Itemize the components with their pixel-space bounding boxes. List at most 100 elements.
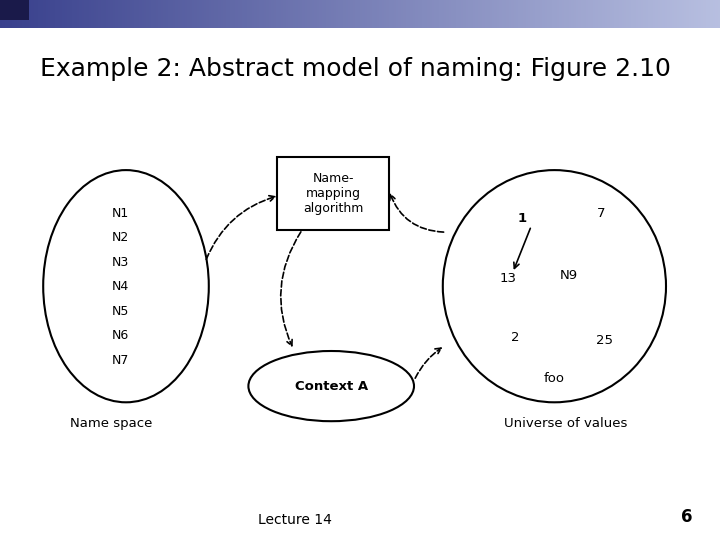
Text: N3: N3 (112, 256, 129, 269)
Bar (120, 0, 123, 28)
Bar (221, 0, 224, 28)
Bar (55, 0, 58, 28)
Bar (451, 0, 454, 28)
Bar (518, 0, 521, 28)
Bar (636, 0, 639, 28)
Bar (19, 0, 22, 28)
Bar (480, 0, 483, 28)
Bar (108, 0, 111, 28)
Bar (595, 0, 598, 28)
Bar (96, 0, 99, 28)
Bar (106, 0, 109, 28)
Bar (470, 0, 474, 28)
Bar (9, 0, 13, 28)
Bar (240, 0, 243, 28)
Bar (590, 0, 593, 28)
Bar (614, 0, 618, 28)
Text: N2: N2 (112, 231, 129, 244)
Text: 7: 7 (597, 207, 606, 220)
Bar (274, 0, 276, 28)
Bar (653, 0, 656, 28)
Bar (621, 0, 625, 28)
Bar (153, 0, 157, 28)
Bar (432, 0, 435, 28)
Bar (228, 0, 231, 28)
Bar (655, 0, 658, 28)
Bar (713, 0, 716, 28)
Bar (0, 0, 29, 20)
Bar (204, 0, 207, 28)
Bar (715, 0, 719, 28)
Bar (362, 0, 366, 28)
Bar (14, 0, 17, 28)
Bar (216, 0, 219, 28)
Bar (168, 0, 171, 28)
Bar (180, 0, 183, 28)
Bar (324, 0, 327, 28)
Bar (243, 0, 246, 28)
Bar (578, 0, 582, 28)
Bar (127, 0, 130, 28)
Bar (454, 0, 456, 28)
Bar (477, 0, 481, 28)
Bar (89, 0, 92, 28)
Bar (254, 0, 258, 28)
Bar (679, 0, 683, 28)
Text: N9: N9 (559, 269, 578, 282)
Bar (257, 0, 260, 28)
Bar (245, 0, 248, 28)
Bar (67, 0, 71, 28)
Bar (475, 0, 478, 28)
Bar (672, 0, 675, 28)
Bar (125, 0, 128, 28)
Bar (691, 0, 694, 28)
Bar (336, 0, 339, 28)
Ellipse shape (43, 170, 209, 402)
Bar (202, 0, 204, 28)
Bar (718, 0, 720, 28)
Bar (526, 0, 528, 28)
Bar (377, 0, 380, 28)
Bar (567, 0, 570, 28)
Bar (369, 0, 373, 28)
Bar (696, 0, 699, 28)
Bar (63, 0, 66, 28)
Bar (266, 0, 269, 28)
Ellipse shape (248, 351, 414, 421)
Bar (619, 0, 622, 28)
Bar (410, 0, 413, 28)
Bar (506, 0, 510, 28)
Bar (382, 0, 384, 28)
Bar (277, 157, 389, 230)
Bar (91, 0, 94, 28)
Bar (711, 0, 714, 28)
Bar (607, 0, 611, 28)
Bar (36, 0, 39, 28)
Bar (53, 0, 56, 28)
Bar (144, 0, 147, 28)
Text: N4: N4 (112, 280, 129, 293)
Bar (185, 0, 188, 28)
Bar (223, 0, 226, 28)
Bar (574, 0, 577, 28)
Bar (513, 0, 517, 28)
Bar (562, 0, 564, 28)
Bar (641, 0, 644, 28)
Text: Context A: Context A (294, 380, 368, 393)
Bar (41, 0, 44, 28)
Bar (535, 0, 539, 28)
Bar (391, 0, 395, 28)
Bar (38, 0, 42, 28)
Bar (341, 0, 344, 28)
Bar (50, 0, 53, 28)
Bar (322, 0, 325, 28)
Bar (463, 0, 467, 28)
Bar (394, 0, 397, 28)
Ellipse shape (443, 170, 666, 402)
Bar (439, 0, 442, 28)
Bar (142, 0, 145, 28)
Bar (151, 0, 154, 28)
Bar (473, 0, 476, 28)
Bar (17, 0, 20, 28)
Bar (521, 0, 524, 28)
